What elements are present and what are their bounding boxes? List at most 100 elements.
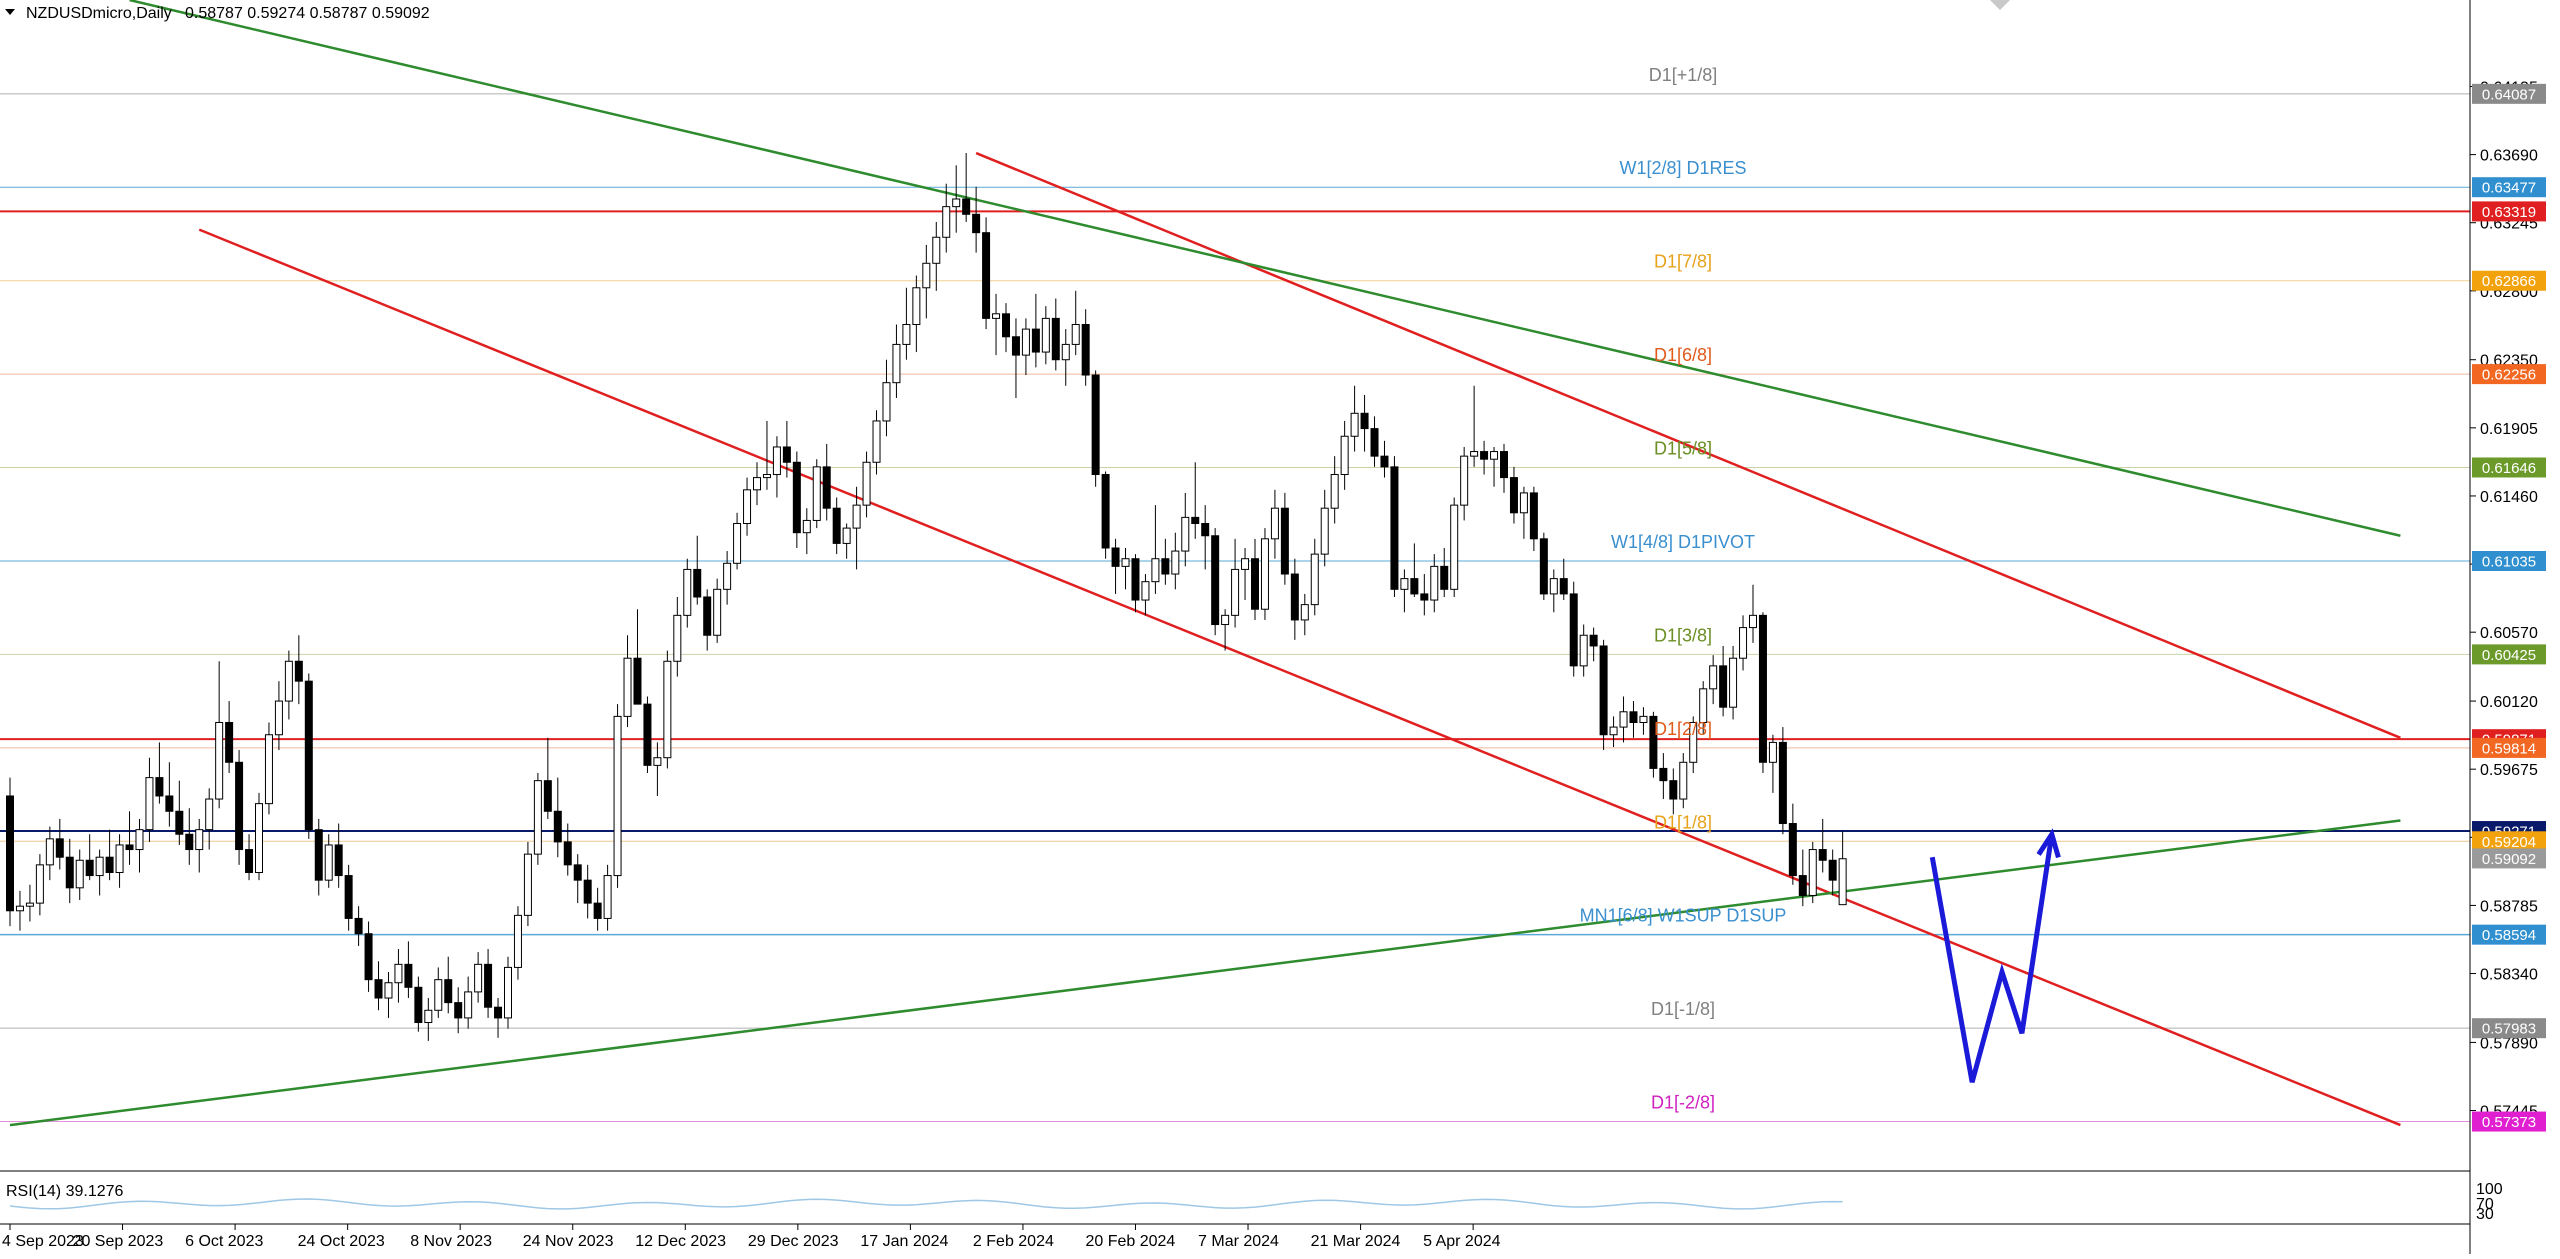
candle-body-127 xyxy=(1270,507,1279,540)
candle-body-34 xyxy=(344,875,353,919)
candle-body-173 xyxy=(1729,657,1738,708)
candle-body-19 xyxy=(195,829,204,851)
candle-body-145 xyxy=(1450,504,1459,590)
candle-body-108 xyxy=(1081,324,1090,376)
candle-body-160 xyxy=(1599,645,1608,736)
x-tick-label-4: 8 Nov 2023 xyxy=(410,1233,492,1250)
price-tag-bg-12 xyxy=(2472,848,2546,869)
candle-body-183 xyxy=(1828,859,1837,881)
level-label-14: D1[-1/8] xyxy=(1651,999,1715,1019)
candle-body-103 xyxy=(1031,328,1040,353)
price-tag-0: 0.64087 xyxy=(2482,86,2536,103)
candle-body-157 xyxy=(1569,593,1578,667)
candle-body-20 xyxy=(205,798,214,831)
price-tag-12: 0.59092 xyxy=(2482,851,2536,868)
candle-body-100 xyxy=(1002,313,1010,338)
candle-body-17 xyxy=(175,810,184,835)
price-tag-bg-5 xyxy=(2472,457,2546,478)
candle-body-117 xyxy=(1171,550,1180,575)
candle-body-112 xyxy=(1121,558,1130,567)
candle-body-11 xyxy=(115,844,124,874)
candle-body-104 xyxy=(1041,317,1050,353)
candle-body-162 xyxy=(1619,711,1628,728)
candle-body-60 xyxy=(603,875,612,919)
x-tick-label-13: 5 Apr 2024 xyxy=(1423,1233,1501,1250)
candle-body-95 xyxy=(952,198,961,208)
candle-body-48 xyxy=(484,963,493,1008)
candle-body-93 xyxy=(932,236,941,264)
x-tick-label-2: 6 Oct 2023 xyxy=(185,1233,263,1250)
candle-body-1 xyxy=(15,905,24,912)
candle-body-64 xyxy=(643,703,652,766)
candle-body-57 xyxy=(573,864,582,881)
price-tag-bg-6 xyxy=(2472,551,2546,572)
candle-body-52 xyxy=(523,853,532,916)
candle-body-76 xyxy=(762,474,771,479)
candle-body-109 xyxy=(1091,374,1100,476)
candle-body-22 xyxy=(225,721,234,763)
candle-body-41 xyxy=(414,986,423,1024)
price-tag-bg-15 xyxy=(2472,1111,2546,1132)
x-tick-label-12: 21 Mar 2024 xyxy=(1311,1233,1401,1250)
price-tag-bg-14 xyxy=(2472,1018,2546,1039)
y-tick-label-14: 0.57890 xyxy=(2480,1035,2538,1052)
candle-body-28 xyxy=(284,660,293,702)
candle-body-172 xyxy=(1719,665,1728,708)
rsi-scale-70: 70 xyxy=(2476,1196,2494,1213)
level-label-6: W1[4/8] D1PIVOT xyxy=(1611,532,1755,552)
candle-body-16 xyxy=(165,795,174,812)
candle-body-69 xyxy=(693,568,702,598)
candle-body-181 xyxy=(1808,849,1817,896)
candle-body-114 xyxy=(1141,581,1150,601)
candle-body-47 xyxy=(474,963,483,993)
candle-body-23 xyxy=(235,761,244,851)
candle-body-123 xyxy=(1231,568,1240,616)
candles xyxy=(6,153,1847,1041)
candle-body-121 xyxy=(1211,535,1220,626)
candle-body-13 xyxy=(135,829,144,851)
price-tag-bg-0 xyxy=(2472,83,2546,104)
candle-body-152 xyxy=(1519,492,1528,514)
candle-body-178 xyxy=(1778,741,1787,825)
y-tick-label-9: 0.60120 xyxy=(2480,694,2538,711)
candle-body-94 xyxy=(942,206,951,238)
level-labels: D1[+1/8] W1[2/8] D1RES D1[7/8] D1[6/8] D1[5/… xyxy=(1580,65,1787,1113)
candle-body-5 xyxy=(55,838,64,858)
candle-body-106 xyxy=(1061,343,1070,361)
collapse-triangle-icon[interactable] xyxy=(5,9,15,15)
price-tag-7: 0.60425 xyxy=(2482,647,2536,664)
candle-body-65 xyxy=(653,757,662,766)
price-tags: 0.64087 0.63477 0.63319 0.62866 0.62256 0.616… xyxy=(2472,83,2546,1132)
candle-body-10 xyxy=(105,856,114,874)
candle-body-97 xyxy=(972,213,981,234)
candle-body-154 xyxy=(1539,538,1548,595)
candle-body-149 xyxy=(1490,451,1499,460)
chart-ohlc-readout: 0.58787 0.59274 0.58787 0.59092 xyxy=(185,5,430,22)
candle-body-132 xyxy=(1320,507,1329,555)
candle-body-99 xyxy=(992,313,1001,319)
y-tick-label-12: 0.58785 xyxy=(2480,898,2538,915)
candle-body-40 xyxy=(404,963,413,988)
candle-body-70 xyxy=(703,596,712,636)
candle-body-142 xyxy=(1420,593,1429,601)
candle-body-59 xyxy=(593,902,602,919)
candle-body-130 xyxy=(1300,604,1309,621)
candle-body-67 xyxy=(673,614,682,662)
candle-body-102 xyxy=(1021,328,1030,356)
candle-body-182 xyxy=(1818,849,1827,861)
candle-body-9 xyxy=(95,856,104,877)
candle-body-101 xyxy=(1011,336,1020,356)
candle-body-79 xyxy=(792,461,801,534)
scroll-marker-icon[interactable] xyxy=(1990,0,2010,10)
trendline-descending-green xyxy=(129,0,2401,537)
y-tick-label-1: 0.63690 xyxy=(2480,148,2538,165)
candle-body-122 xyxy=(1221,614,1230,626)
candle-body-49 xyxy=(494,1006,503,1019)
candle-body-82 xyxy=(822,466,831,509)
x-tick-label-7: 29 Dec 2023 xyxy=(748,1233,839,1250)
price-tag-bg-13 xyxy=(2472,924,2546,945)
y-tick-label-13: 0.58340 xyxy=(2480,967,2538,984)
